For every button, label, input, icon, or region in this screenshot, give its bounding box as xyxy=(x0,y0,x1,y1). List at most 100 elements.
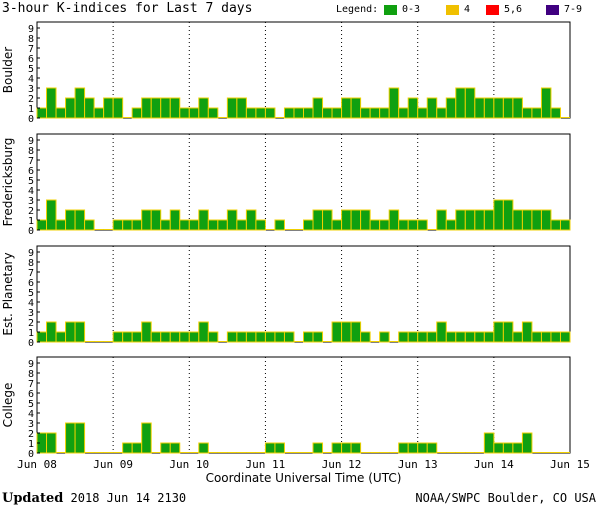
bar-boulder xyxy=(36,107,48,119)
bar-boulder xyxy=(521,107,533,119)
x-tick-label: Jun 12 xyxy=(322,458,362,471)
bar-boulder xyxy=(502,97,514,119)
bar-fredericksburg xyxy=(188,219,200,231)
x-tick-label: Jun 14 xyxy=(474,458,514,471)
bar-boulder xyxy=(360,107,371,119)
bar-est-planetary xyxy=(226,331,238,343)
bar-est-planetary xyxy=(417,331,428,343)
bar-fredericksburg xyxy=(350,209,362,231)
y-tick-label: 9 xyxy=(28,359,34,370)
bar-fredericksburg xyxy=(312,209,324,231)
bar-fredericksburg xyxy=(550,219,561,231)
bar-college xyxy=(198,442,209,454)
legend-swatch-0 xyxy=(384,5,397,15)
bar-est-planetary xyxy=(379,331,390,343)
bar-college xyxy=(493,442,504,454)
y-tick-label: 5 xyxy=(28,288,34,299)
bar-college xyxy=(160,442,171,454)
bar-fredericksburg xyxy=(417,219,428,231)
legend-swatch-3 xyxy=(546,5,559,15)
bar-est-planetary xyxy=(341,321,352,343)
bar-college xyxy=(169,442,181,454)
bar-college xyxy=(521,432,533,454)
bar-college xyxy=(141,422,152,454)
bar-college xyxy=(65,422,76,454)
bar-boulder xyxy=(293,107,305,119)
y-tick-label: 5 xyxy=(28,176,34,187)
bar-boulder xyxy=(255,107,266,119)
y-tick-label: 7 xyxy=(28,268,34,279)
bar-est-planetary xyxy=(198,321,209,343)
y-tick-label: 2 xyxy=(28,94,34,105)
bar-fredericksburg xyxy=(388,209,400,231)
bar-college xyxy=(331,442,343,454)
bar-fredericksburg xyxy=(303,219,314,231)
y-tick-label: 8 xyxy=(28,258,34,269)
bar-college xyxy=(74,422,86,454)
bar-college xyxy=(341,442,352,454)
bar-est-planetary xyxy=(350,321,362,343)
bar-fredericksburg xyxy=(198,209,209,231)
legend-entry-5-6-label: 5,6 xyxy=(504,4,523,15)
bar-boulder xyxy=(322,107,333,119)
x-axis-label: Coordinate Universal Time (UTC) xyxy=(206,471,402,485)
y-tick-label: 6 xyxy=(28,278,34,289)
y-tick-label: 0 xyxy=(28,226,34,237)
panel-title: Est. Planetary xyxy=(1,252,15,335)
bar-est-planetary xyxy=(188,331,200,343)
bar-boulder xyxy=(398,107,409,119)
legend-label: Legend: xyxy=(336,4,379,15)
bar-fredericksburg xyxy=(369,219,381,231)
bar-est-planetary xyxy=(521,321,533,343)
panel-frame xyxy=(36,245,571,343)
bar-fredericksburg xyxy=(255,219,266,231)
bar-college xyxy=(131,442,143,454)
bar-est-planetary xyxy=(455,331,466,343)
bar-est-planetary xyxy=(55,331,67,343)
y-tick-label: 8 xyxy=(28,146,34,157)
bar-boulder xyxy=(226,97,238,119)
bar-est-planetary xyxy=(331,321,343,343)
bar-boulder xyxy=(474,97,485,119)
bar-boulder xyxy=(179,107,190,119)
y-tick-label: 6 xyxy=(28,54,34,65)
bar-est-planetary xyxy=(274,331,285,343)
bar-est-planetary xyxy=(464,331,476,343)
bar-boulder xyxy=(550,107,561,119)
bar-est-planetary xyxy=(46,321,57,343)
bar-est-planetary xyxy=(255,331,266,343)
bar-est-planetary xyxy=(245,331,257,343)
bar-fredericksburg xyxy=(360,209,371,231)
bar-college xyxy=(122,442,133,454)
y-tick-label: 6 xyxy=(28,389,34,400)
bar-est-planetary xyxy=(426,331,438,343)
bar-est-planetary xyxy=(436,321,447,343)
bar-college xyxy=(512,442,523,454)
bar-fredericksburg xyxy=(445,219,457,231)
bar-est-planetary xyxy=(179,331,190,343)
y-tick-label: 3 xyxy=(28,419,34,430)
y-tick-label: 1 xyxy=(28,104,34,115)
legend-entry-7-9-label: 7-9 xyxy=(564,4,583,15)
y-tick-label: 4 xyxy=(28,74,34,85)
bar-boulder xyxy=(540,87,552,119)
bar-est-planetary xyxy=(474,331,485,343)
y-tick-label: 5 xyxy=(28,399,34,410)
bar-fredericksburg xyxy=(531,209,542,231)
bar-boulder xyxy=(93,107,105,119)
updated-value: 2018 Jun 14 2130 xyxy=(70,491,187,505)
bar-college xyxy=(264,442,276,454)
y-tick-label: 5 xyxy=(28,64,34,75)
bar-boulder xyxy=(455,87,466,119)
bar-est-planetary xyxy=(483,331,495,343)
bar-fredericksburg xyxy=(226,209,238,231)
bar-boulder xyxy=(188,107,200,119)
bar-boulder xyxy=(436,107,447,119)
bar-fredericksburg xyxy=(150,209,162,231)
bar-boulder xyxy=(264,107,276,119)
bar-est-planetary xyxy=(445,331,457,343)
bar-est-planetary xyxy=(312,331,324,343)
bar-est-planetary xyxy=(360,331,371,343)
bar-fredericksburg xyxy=(274,219,285,231)
